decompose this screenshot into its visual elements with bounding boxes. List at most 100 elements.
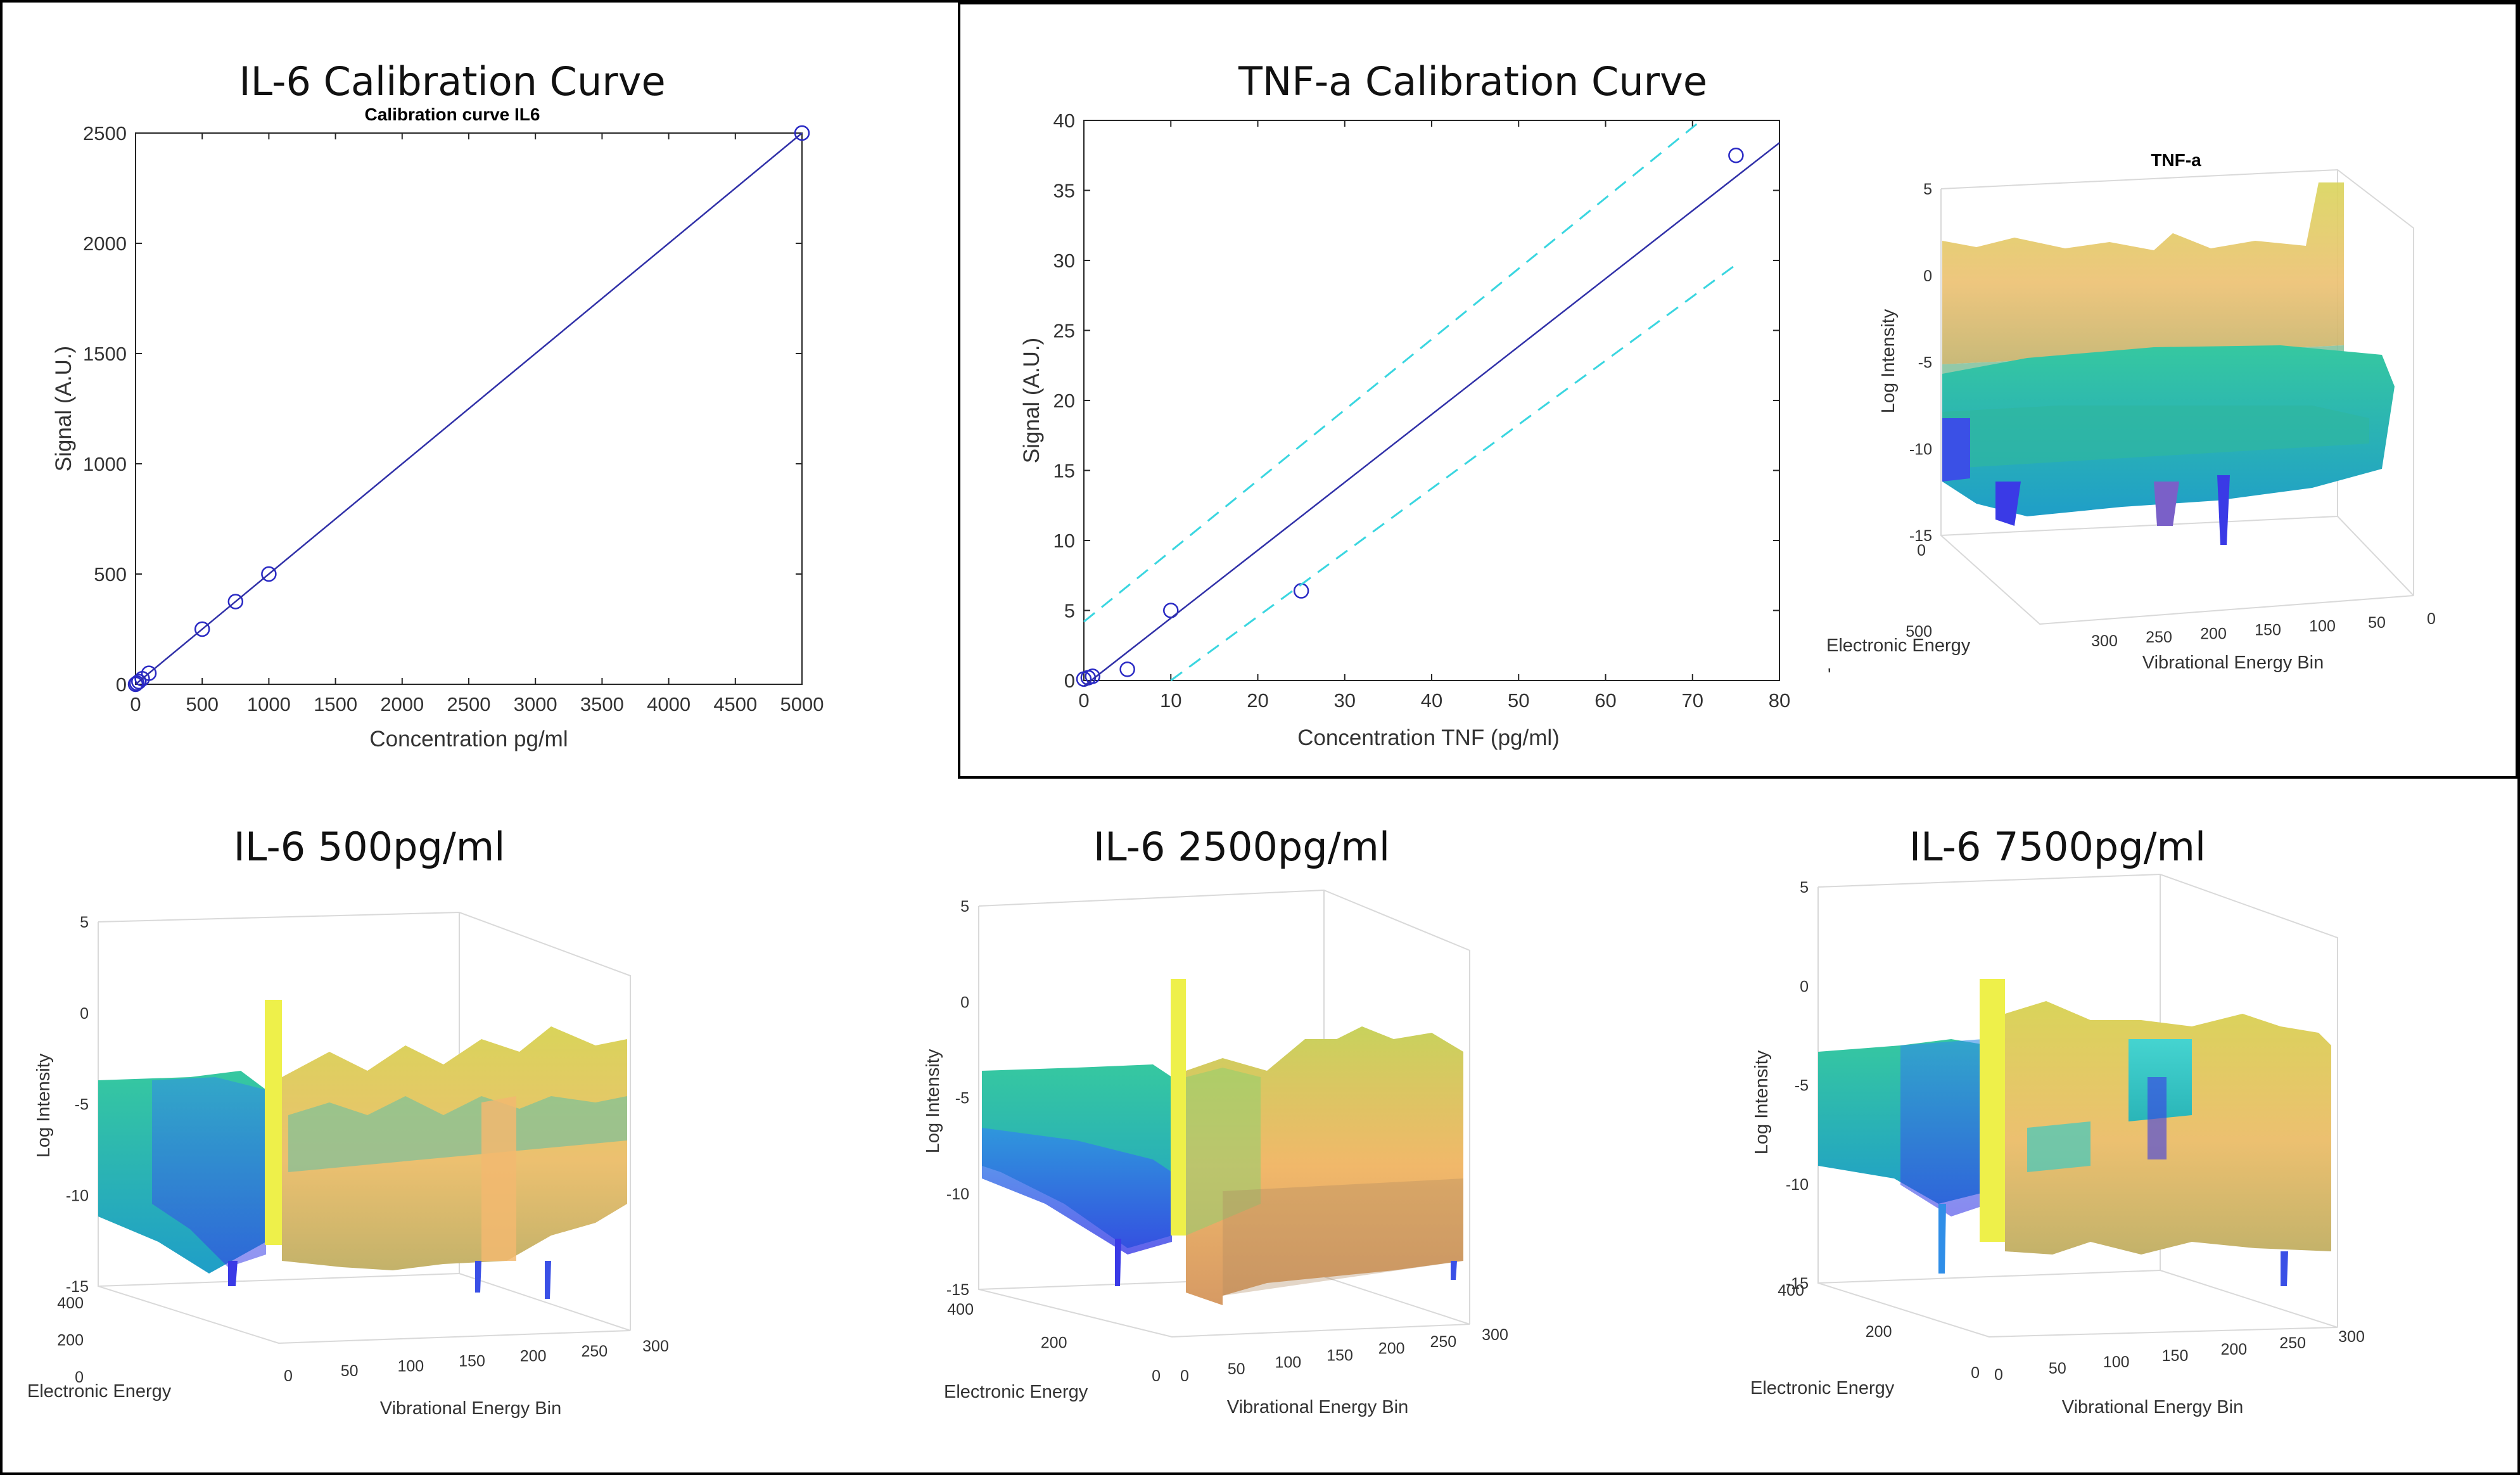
x-tick-label: 70 bbox=[1682, 689, 1703, 712]
x-tick-label: 500 bbox=[186, 693, 219, 715]
data-point bbox=[227, 594, 244, 610]
x-tick-label: 0 bbox=[130, 693, 141, 715]
z-tick-label: -15 bbox=[946, 1281, 969, 1299]
surface-3d bbox=[1942, 182, 2395, 545]
surface-3d bbox=[982, 979, 1463, 1305]
x-tick-label: 50 bbox=[2049, 1360, 2066, 1377]
x-tick-label: 100 bbox=[397, 1357, 424, 1375]
x-tick-label: 100 bbox=[2309, 618, 2336, 635]
x-tick-label: 150 bbox=[459, 1353, 485, 1370]
y-tick-label: 0 bbox=[1917, 542, 1926, 559]
x-tick-label: 300 bbox=[1482, 1326, 1508, 1344]
data-point bbox=[1085, 668, 1100, 684]
y-axis-label: Electronic Energy bbox=[1750, 1378, 1895, 1398]
tnf-panel-border bbox=[958, 2, 2518, 779]
panel-title: IL-6 Calibration Curve bbox=[239, 58, 665, 105]
x-tick-label: 50 bbox=[341, 1362, 359, 1380]
z-tick-label: -10 bbox=[66, 1187, 89, 1204]
z-tick-label: -15 bbox=[1786, 1275, 1809, 1293]
x-tick-label: 50 bbox=[2368, 614, 2386, 632]
il6-calibration-panel: IL-6 Calibration Curve Calibration curve… bbox=[51, 58, 824, 751]
x-tick-label: 0 bbox=[1078, 689, 1089, 712]
x-tick-label: 300 bbox=[642, 1338, 669, 1355]
z-tick-label: -10 bbox=[1909, 440, 1932, 458]
y-tick-label: 500 bbox=[94, 563, 127, 585]
data-point bbox=[194, 621, 210, 637]
chart-subtitle: TNF-a bbox=[2151, 150, 2201, 170]
x-axis-label: Vibrational Energy Bin bbox=[2142, 653, 2324, 673]
y-tick-label: 200 bbox=[57, 1332, 84, 1350]
data-point bbox=[1119, 661, 1135, 677]
z-tick-label: -5 bbox=[1918, 354, 1932, 372]
y-tick-label: 25 bbox=[1053, 320, 1075, 342]
panel-title: IL-6 500pg/ml bbox=[234, 824, 506, 870]
x-tick-label: 1500 bbox=[314, 693, 357, 715]
panel-title: IL-6 7500pg/ml bbox=[1909, 824, 2206, 870]
y-tick-label: 0 bbox=[75, 1369, 84, 1386]
x-tick-label: 250 bbox=[2279, 1334, 2306, 1352]
y-tick-label: 200 bbox=[1041, 1334, 1067, 1352]
z-tick-label: -10 bbox=[1786, 1176, 1809, 1194]
z-tick-label: -10 bbox=[946, 1185, 969, 1203]
y-tick-label: 2000 bbox=[83, 233, 127, 255]
x-axis-label: Vibrational Energy Bin bbox=[2062, 1397, 2243, 1417]
y-tick-label: 500 bbox=[1906, 623, 1932, 641]
z-axis-label: Log Intensity bbox=[923, 1049, 943, 1153]
z-tick-label: -5 bbox=[75, 1096, 89, 1114]
y-tick-label: 20 bbox=[1053, 390, 1075, 412]
il6-7500-surface-panel: IL-6 7500pg/ml Log Intensity Vibrational… bbox=[1750, 824, 2365, 1417]
y-tick-label: 400 bbox=[947, 1301, 974, 1319]
x-tick-label: 200 bbox=[520, 1348, 547, 1365]
z-tick-label: -15 bbox=[1909, 527, 1932, 545]
x-axis-label: Vibrational Energy Bin bbox=[380, 1398, 561, 1419]
x-tick-label: 250 bbox=[1430, 1333, 1456, 1351]
y-tick-label: 400 bbox=[57, 1294, 84, 1312]
tnf-surface-panel: TNF-a Log Intensity Vibrational Energy B… bbox=[1826, 150, 2436, 686]
y-axis-label: Signal (A.U.) bbox=[51, 346, 76, 471]
x-tick-label: 1000 bbox=[247, 693, 291, 715]
plot-area bbox=[1083, 120, 1780, 681]
x-tick-label: 250 bbox=[581, 1343, 608, 1360]
y-axis-label: Electronic Energy bbox=[944, 1382, 1088, 1402]
x-tick-label: 0 bbox=[2427, 610, 2436, 628]
x-axis-label: Concentration pg/ml bbox=[369, 727, 568, 751]
y-tick-label: 1000 bbox=[83, 453, 127, 475]
y-tick-label: 0 bbox=[1152, 1367, 1161, 1385]
x-tick-label: 150 bbox=[1327, 1347, 1353, 1365]
y-axis-label: Signal (A.U.) bbox=[1019, 338, 1044, 463]
x-tick-label: 80 bbox=[1769, 689, 1790, 712]
z-axis-label: Log Intensity bbox=[34, 1053, 54, 1158]
x-tick-label: 250 bbox=[2146, 629, 2172, 646]
y-axis-label: Electronic Energy bbox=[1826, 635, 1971, 656]
x-tick-label: 300 bbox=[2338, 1328, 2365, 1346]
y-tick-label: 5 bbox=[1064, 600, 1075, 622]
y-tick-label: 15 bbox=[1053, 460, 1075, 482]
chart-subtitle: Calibration curve IL6 bbox=[365, 105, 540, 124]
prediction-bound-line bbox=[1083, 119, 1702, 623]
y-axis-label: Electronic Energy bbox=[27, 1381, 172, 1402]
x-tick-label: 4000 bbox=[647, 693, 690, 715]
z-tick-label: -5 bbox=[955, 1090, 969, 1108]
x-tick-label: 300 bbox=[2091, 632, 2118, 650]
z-tick-label: 5 bbox=[960, 898, 969, 916]
y-tick-label: 10 bbox=[1053, 530, 1075, 552]
y-tick-label: 30 bbox=[1053, 250, 1075, 272]
x-tick-label: 50 bbox=[1508, 689, 1529, 712]
z-tick-label: 0 bbox=[1923, 267, 1932, 285]
x-tick-label: 3000 bbox=[514, 693, 557, 715]
x-tick-label: 4500 bbox=[713, 693, 757, 715]
x-axis-label: Concentration TNF (pg/ml) bbox=[1297, 725, 1560, 750]
il6-2500-surface-panel: IL-6 2500pg/ml Log Intensity Vibrational… bbox=[923, 824, 1508, 1417]
y-tick-label: 40 bbox=[1053, 110, 1075, 132]
annotation-text: ' bbox=[1828, 665, 1831, 686]
z-axis-label: Log Intensity bbox=[1878, 309, 1899, 413]
x-tick-label: 2500 bbox=[447, 693, 491, 715]
x-tick-label: 50 bbox=[1228, 1360, 1245, 1378]
z-tick-label: -5 bbox=[1795, 1077, 1809, 1095]
z-tick-label: -15 bbox=[66, 1278, 89, 1296]
tnf-calibration-panel: TNF-a Calibration Curve Signal (A.U.) Co… bbox=[1019, 58, 1790, 750]
panel-title: TNF-a Calibration Curve bbox=[1238, 58, 1707, 105]
data-point bbox=[141, 665, 157, 681]
x-tick-label: 0 bbox=[284, 1367, 293, 1385]
